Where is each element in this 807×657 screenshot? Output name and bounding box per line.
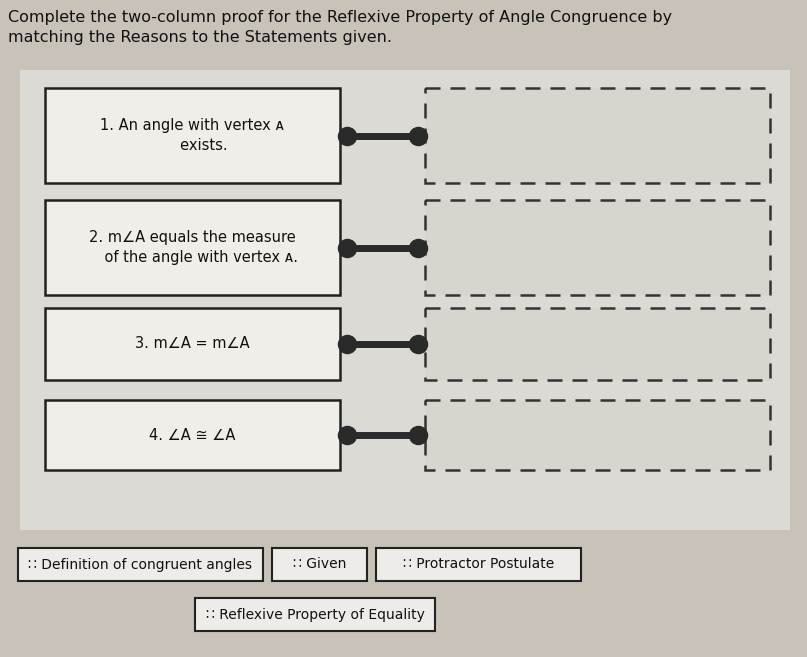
Text: ∷ Protractor Postulate: ∷ Protractor Postulate bbox=[403, 558, 554, 572]
Text: 3. m∠A = m∠A: 3. m∠A = m∠A bbox=[136, 336, 250, 351]
FancyBboxPatch shape bbox=[45, 88, 340, 183]
Text: matching the Reasons to the Statements given.: matching the Reasons to the Statements g… bbox=[8, 30, 392, 45]
FancyBboxPatch shape bbox=[425, 308, 770, 380]
FancyBboxPatch shape bbox=[425, 88, 770, 183]
Text: ∷ Reflexive Property of Equality: ∷ Reflexive Property of Equality bbox=[206, 608, 424, 622]
Text: ∷ Definition of congruent angles: ∷ Definition of congruent angles bbox=[28, 558, 253, 572]
FancyBboxPatch shape bbox=[45, 308, 340, 380]
FancyBboxPatch shape bbox=[18, 548, 263, 581]
Text: Complete the two-column proof for the Reflexive Property of Angle Congruence by: Complete the two-column proof for the Re… bbox=[8, 10, 672, 25]
FancyBboxPatch shape bbox=[425, 200, 770, 295]
Text: 4. ∠A ≅ ∠A: 4. ∠A ≅ ∠A bbox=[149, 428, 236, 443]
FancyBboxPatch shape bbox=[376, 548, 581, 581]
FancyBboxPatch shape bbox=[425, 400, 770, 470]
FancyBboxPatch shape bbox=[45, 200, 340, 295]
Text: ∷ Given: ∷ Given bbox=[293, 558, 346, 572]
FancyBboxPatch shape bbox=[45, 400, 340, 470]
FancyBboxPatch shape bbox=[272, 548, 367, 581]
Text: 2. m∠A equals the measure
    of the angle with vertex ᴀ.: 2. m∠A equals the measure of the angle w… bbox=[86, 230, 299, 265]
FancyBboxPatch shape bbox=[195, 598, 435, 631]
FancyBboxPatch shape bbox=[20, 70, 790, 530]
Text: 1. An angle with vertex ᴀ
     exists.: 1. An angle with vertex ᴀ exists. bbox=[101, 118, 285, 153]
